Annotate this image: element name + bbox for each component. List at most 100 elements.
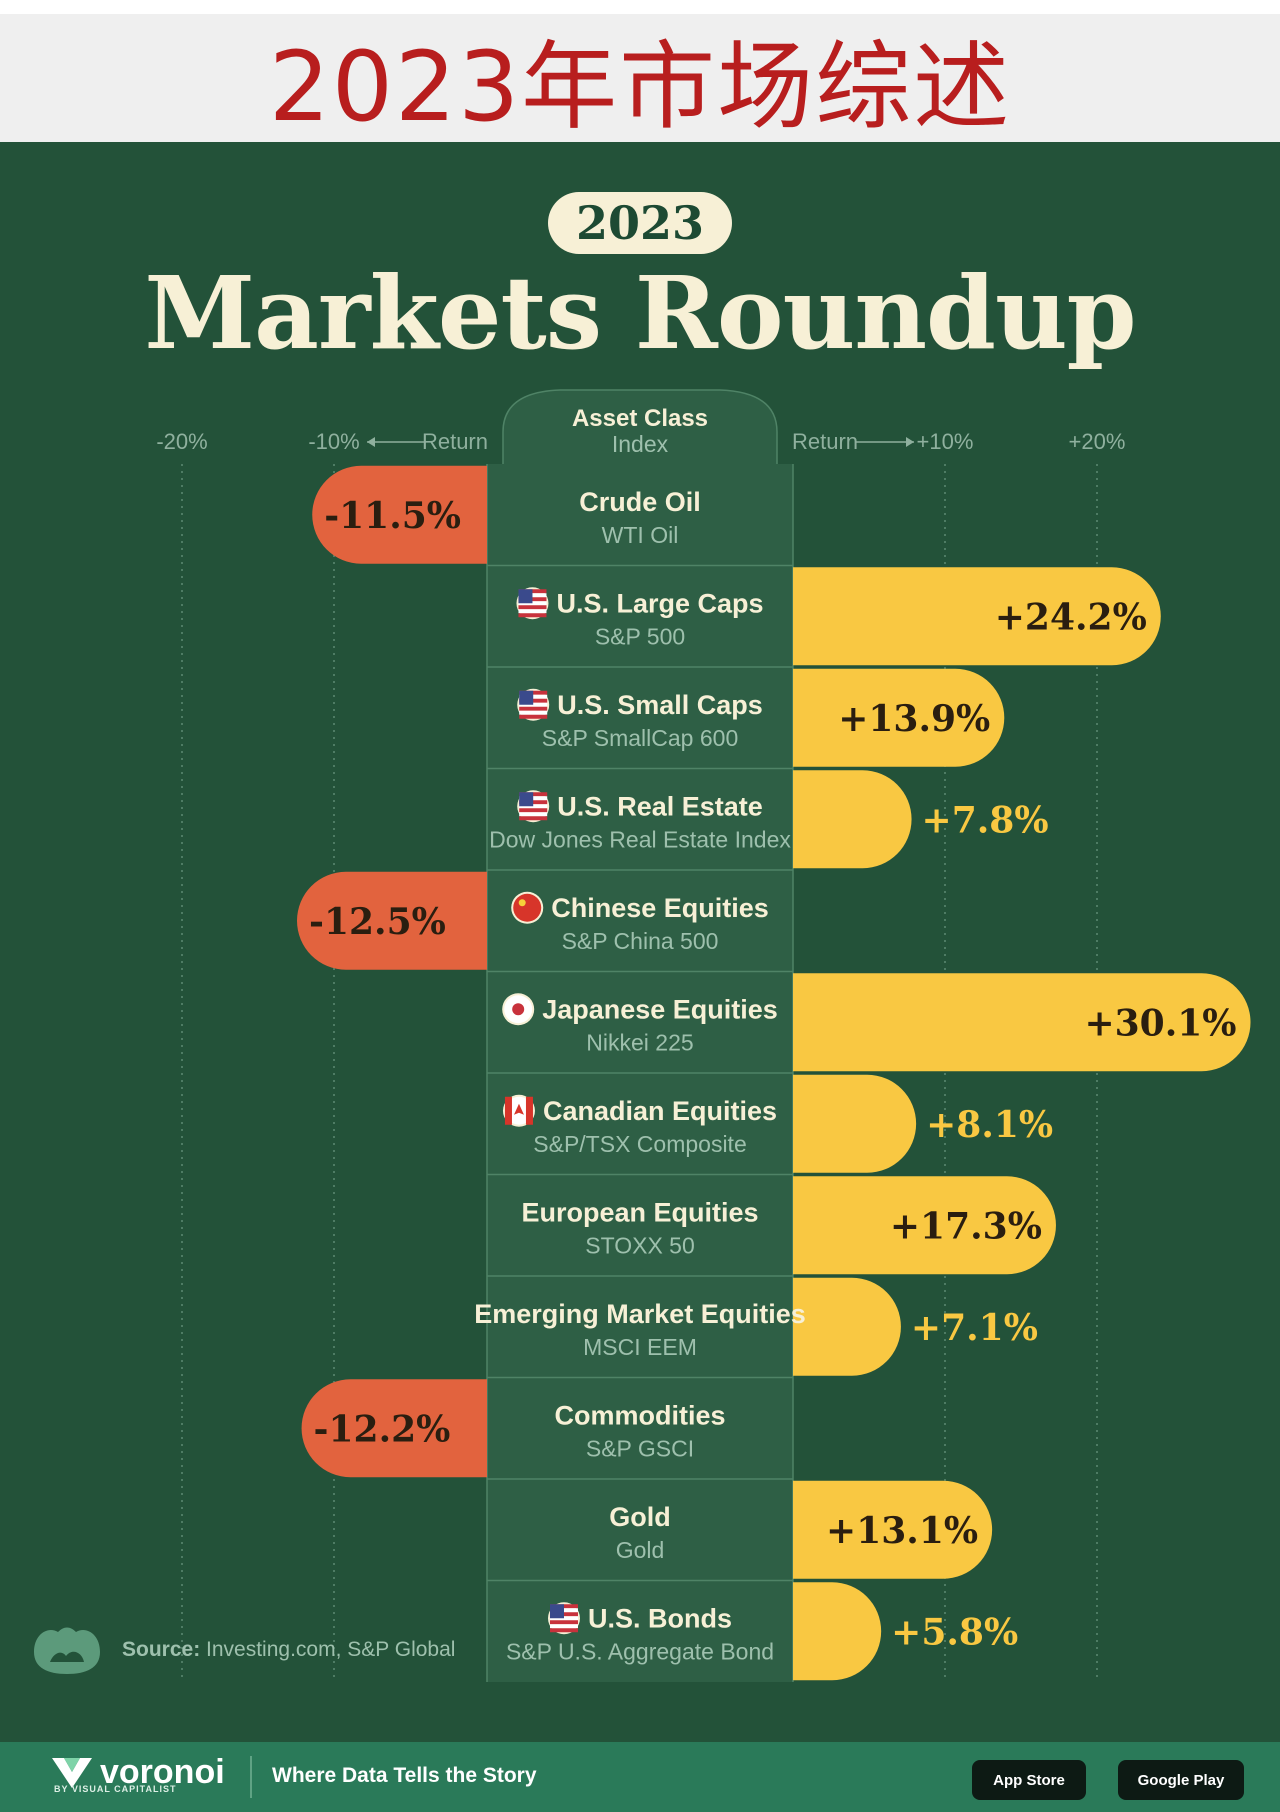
us-flag-icon-2-stripe-7 [518, 613, 547, 618]
us-flag-icon-12-stripe-5 [549, 1620, 578, 1625]
us-flag-icon-4-stripe-6 [519, 812, 548, 817]
canada-flag-icon-7-leaf [513, 1103, 524, 1115]
category-name-2: U.S. Large Caps [556, 588, 763, 618]
us-flag-icon-4-stripe-7 [519, 816, 548, 821]
us-flag-icon-12-stripe-7 [549, 1628, 578, 1633]
tagline: Where Data Tells the Story [272, 1764, 537, 1787]
bar-5 [297, 871, 487, 970]
category-index-4: Dow Jones Real Estate Index [489, 826, 791, 852]
banner-title: 2023年市场综述 [268, 30, 1012, 143]
source-note: Source: Investing.com, S&P Global [122, 1638, 455, 1662]
category-name-4: U.S. Real Estate [557, 791, 763, 821]
bar-11 [793, 1480, 993, 1579]
bar-3 [793, 668, 1005, 767]
footer-divider [250, 1756, 252, 1798]
china-flag-icon-5-field [513, 893, 542, 922]
us-flag-icon-3-stripe-6 [519, 710, 548, 715]
value-label-2: +24.2% [995, 596, 1147, 638]
value-label-11: +13.1% [826, 1510, 978, 1552]
bar-6 [793, 973, 1251, 1072]
header-arch [502, 389, 778, 464]
category-index-11: Gold [616, 1537, 665, 1563]
google-play-button[interactable]: Google Play [1118, 1760, 1244, 1800]
bar-8 [793, 1176, 1056, 1275]
us-flag-icon-4-canton [519, 792, 534, 807]
us-flag-icon-3-canton [519, 690, 534, 705]
footer: voronoi BY VISUAL CAPITALIST Where Data … [0, 1742, 1280, 1812]
banner: 2023年市场综述 [0, 14, 1280, 143]
voronoi-logo-icon [52, 1758, 92, 1788]
category-index-8: STOXX 50 [585, 1232, 695, 1258]
category-name-1: Crude Oil [579, 487, 701, 517]
bar-1 [312, 465, 487, 564]
us-flag-icon-2-stripe-5 [518, 605, 547, 610]
brand: voronoi [50, 1754, 225, 1790]
category-name-8: European Equities [521, 1197, 758, 1227]
tick-label-right-1: +10% [917, 429, 974, 454]
us-flag-icon-2-stripe-6 [518, 609, 547, 614]
value-label-3: +13.9% [838, 698, 990, 740]
axis-label-right: Return [792, 429, 858, 454]
bar-9 [793, 1277, 901, 1376]
us-flag-icon-12-canton [549, 1604, 564, 1619]
value-label-6: +30.1% [1084, 1002, 1236, 1044]
category-index-9: MSCI EEM [583, 1334, 697, 1360]
category-name-9: Emerging Market Equities [474, 1299, 806, 1329]
year-badge: 2023 [548, 192, 732, 254]
bar-12 [793, 1582, 882, 1681]
axis-arrow-left-head [367, 437, 375, 447]
poster: -20% -10% +10% +20% Return Return Asset Class I… [0, 142, 1280, 1742]
category-index-2: S&P 500 [595, 623, 685, 649]
category-index-12: S&P U.S. Aggregate Bond [506, 1638, 774, 1664]
category-name-10: Commodities [554, 1400, 725, 1430]
tick-label-left-1: -20% [156, 429, 207, 454]
category-name-12: U.S. Bonds [588, 1603, 732, 1633]
value-label-12: +5.8% [891, 1611, 1018, 1653]
chart-title: Markets Roundup [144, 254, 1136, 372]
canada-flag-icon-7-band-left [504, 1096, 512, 1125]
category-index-5: S&P China 500 [562, 928, 719, 954]
axis-label-left: Return [422, 429, 488, 454]
tick-label-left-2: -10% [308, 429, 359, 454]
tick-label-right-2: +20% [1069, 429, 1126, 454]
value-label-7: +8.1% [926, 1104, 1053, 1146]
value-label-8: +17.3% [890, 1205, 1042, 1247]
category-index-3: S&P SmallCap 600 [542, 725, 738, 751]
china-flag-icon-5-star [518, 899, 526, 907]
value-label-9: +7.1% [911, 1307, 1038, 1349]
value-label-10: -12.2% [314, 1408, 451, 1450]
category-index-6: Nikkei 225 [586, 1029, 693, 1055]
category-index-1: WTI Oil [602, 522, 679, 548]
brand-name: voronoi [100, 1753, 225, 1791]
category-index-7: S&P/TSX Composite [533, 1131, 746, 1157]
value-label-5: -12.5% [309, 901, 446, 943]
canada-flag-icon-7-band-right [525, 1096, 533, 1125]
brand-by: BY VISUAL CAPITALIST [54, 1784, 177, 1794]
us-flag-icon-2-canton [518, 589, 533, 604]
value-label-4: +7.8% [922, 799, 1049, 841]
category-name-3: U.S. Small Caps [557, 690, 763, 720]
us-flag-icon-4-stripe-5 [519, 808, 548, 813]
header-title: Asset Class [572, 405, 708, 432]
app-store-button[interactable]: App Store [972, 1760, 1086, 1800]
category-name-5: Chinese Equities [551, 893, 769, 923]
japan-flag-icon-6-sun [512, 1003, 525, 1016]
us-flag-icon-3-stripe-5 [519, 706, 548, 711]
category-index-10: S&P GSCI [586, 1435, 694, 1461]
category-name-11: Gold [609, 1502, 671, 1532]
source-text: Investing.com, S&P Global [206, 1638, 456, 1661]
header-subtitle: Index [612, 431, 669, 457]
us-flag-icon-12-stripe-6 [549, 1624, 578, 1629]
source-label: Source: [122, 1638, 201, 1661]
bar-4 [793, 770, 912, 869]
bar-2 [793, 567, 1161, 666]
axis-arrow-right-head [906, 437, 914, 447]
us-flag-icon-3-stripe-7 [519, 714, 548, 719]
visual-capitalist-logo-icon [34, 1627, 100, 1674]
category-name-7: Canadian Equities [543, 1096, 777, 1126]
bar-10 [301, 1379, 487, 1478]
bar-7 [793, 1074, 917, 1173]
value-label-1: -11.5% [324, 495, 461, 537]
category-name-6: Japanese Equities [542, 994, 778, 1024]
